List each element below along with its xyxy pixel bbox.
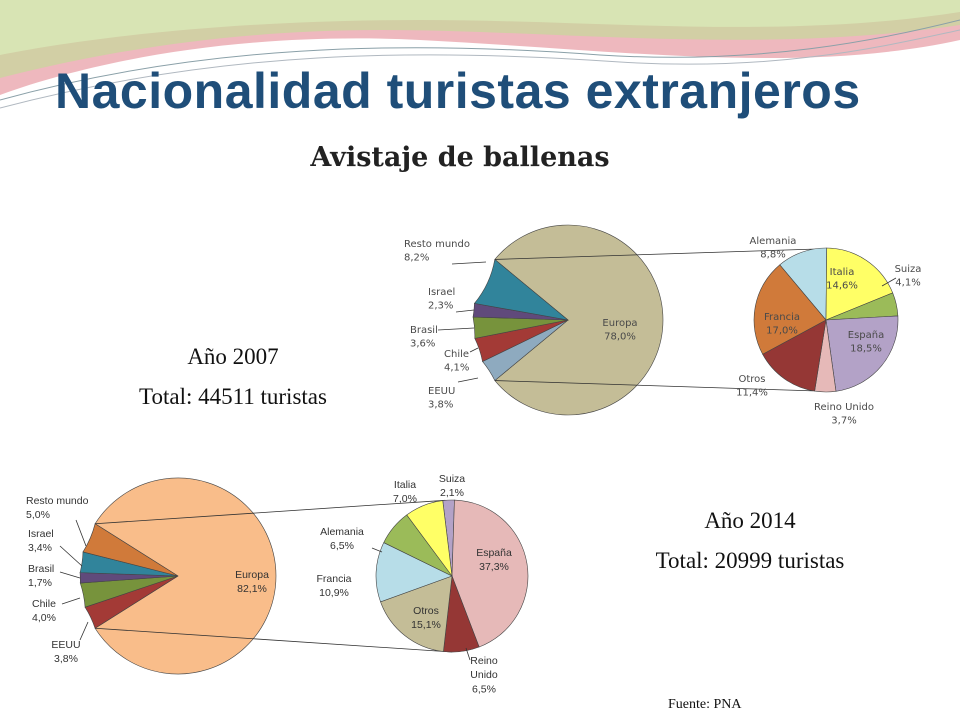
label-2007-otros: Otros 11,4% xyxy=(736,374,768,399)
label-2007-chile: Chile 4,1% xyxy=(444,349,469,374)
page-title: Nacionalidad turistas extranjeros xyxy=(55,63,861,119)
chart-subtitle: Avistaje de ballenas xyxy=(310,142,610,173)
label-2014-chile: Chile 4,0% xyxy=(32,598,56,624)
leader-line xyxy=(59,545,83,567)
leader-line xyxy=(75,519,87,547)
label-2014-brasil: Brasil 1,7% xyxy=(28,563,54,589)
leader-line xyxy=(95,499,446,525)
label-2007-italia: Italia 14,6% xyxy=(826,267,858,292)
pie2014b-slice-otros xyxy=(380,575,453,652)
pie2014b-slice-italia xyxy=(406,500,453,578)
label-2014-israel: Israel 3,4% xyxy=(28,528,54,554)
label-2014-alemania: Alemania 6,5% xyxy=(320,526,364,552)
label-2014-francia: Francia 10,9% xyxy=(316,573,351,599)
label-2007-espana: España 18,5% xyxy=(848,330,884,355)
leader-line xyxy=(59,571,81,579)
label-2014-eeuu: EEUU 3,8% xyxy=(51,639,80,665)
pie2014-slice-europa xyxy=(94,477,277,675)
label-2007-europa: Europa 78,0% xyxy=(602,318,637,343)
total-2007-label: Total: 44511 turistas xyxy=(139,384,327,409)
pie2007b-slice-francia xyxy=(753,264,827,355)
label-2007-francia: Francia 17,0% xyxy=(764,312,800,337)
label-2014-resto-mundo: Resto mundo 5,0% xyxy=(26,495,89,521)
pie2014b-slice-españa xyxy=(451,499,529,648)
label-2014-otros: Otros 15,1% xyxy=(411,605,441,631)
pie2014b-slice-francia xyxy=(375,542,453,603)
leader-line xyxy=(494,248,814,260)
info-2014: Año 2014 Total: 20999 turistas xyxy=(620,508,880,588)
leader-line xyxy=(455,309,475,313)
source-note: Fuente: PNA xyxy=(668,697,742,712)
total-2014-label: Total: 20999 turistas xyxy=(655,548,845,573)
label-2014-italia: Italia 7,0% xyxy=(393,479,417,505)
label-2014-espana: España 37,3% xyxy=(476,547,512,573)
leader-line xyxy=(469,347,479,353)
leader-line xyxy=(79,621,89,641)
leader-line xyxy=(457,377,479,383)
leader-line xyxy=(61,597,81,605)
year-2007-label: Año 2007 xyxy=(187,344,279,369)
pie2007b-slice-italia xyxy=(825,247,894,321)
pie2007b-slice-españa xyxy=(825,315,899,392)
leader-line xyxy=(494,380,814,392)
leader-line xyxy=(451,261,487,265)
label-2014-europa: Europa 82,1% xyxy=(235,569,269,595)
leader-line xyxy=(371,547,383,553)
label-2007-suiza: Suiza 4,1% xyxy=(895,264,922,289)
label-2007-alemania: Alemania 8,8% xyxy=(750,236,797,261)
label-2007-reino-unido: Reino Unido 3,7% xyxy=(814,402,874,427)
info-2007: Año 2007 Total: 44511 turistas xyxy=(108,344,358,424)
leader-line xyxy=(465,647,471,661)
label-2007-brasil: Brasil 3,6% xyxy=(410,325,438,350)
label-2007-israel: Israel 2,3% xyxy=(428,287,455,312)
label-2014-suiza: Suiza 2,1% xyxy=(439,473,465,499)
pie2014-slice-resto-mundo xyxy=(82,523,179,577)
leader-line xyxy=(95,627,453,653)
label-2014-reino-unido: Reino Unido 6,5% xyxy=(470,655,498,695)
header-decoration xyxy=(0,0,960,109)
year-2014-label: Año 2014 xyxy=(704,508,796,533)
label-2007-resto-mundo: Resto mundo 8,2% xyxy=(404,239,470,264)
leader-line xyxy=(437,327,475,331)
pie2007-slice-europa xyxy=(494,224,664,416)
pie2007-slice-resto-mundo xyxy=(473,258,570,321)
label-2007-eeuu: EEUU 3,8% xyxy=(428,386,455,411)
leader-line xyxy=(881,277,897,287)
pie2007b-slice-otros xyxy=(762,319,827,392)
